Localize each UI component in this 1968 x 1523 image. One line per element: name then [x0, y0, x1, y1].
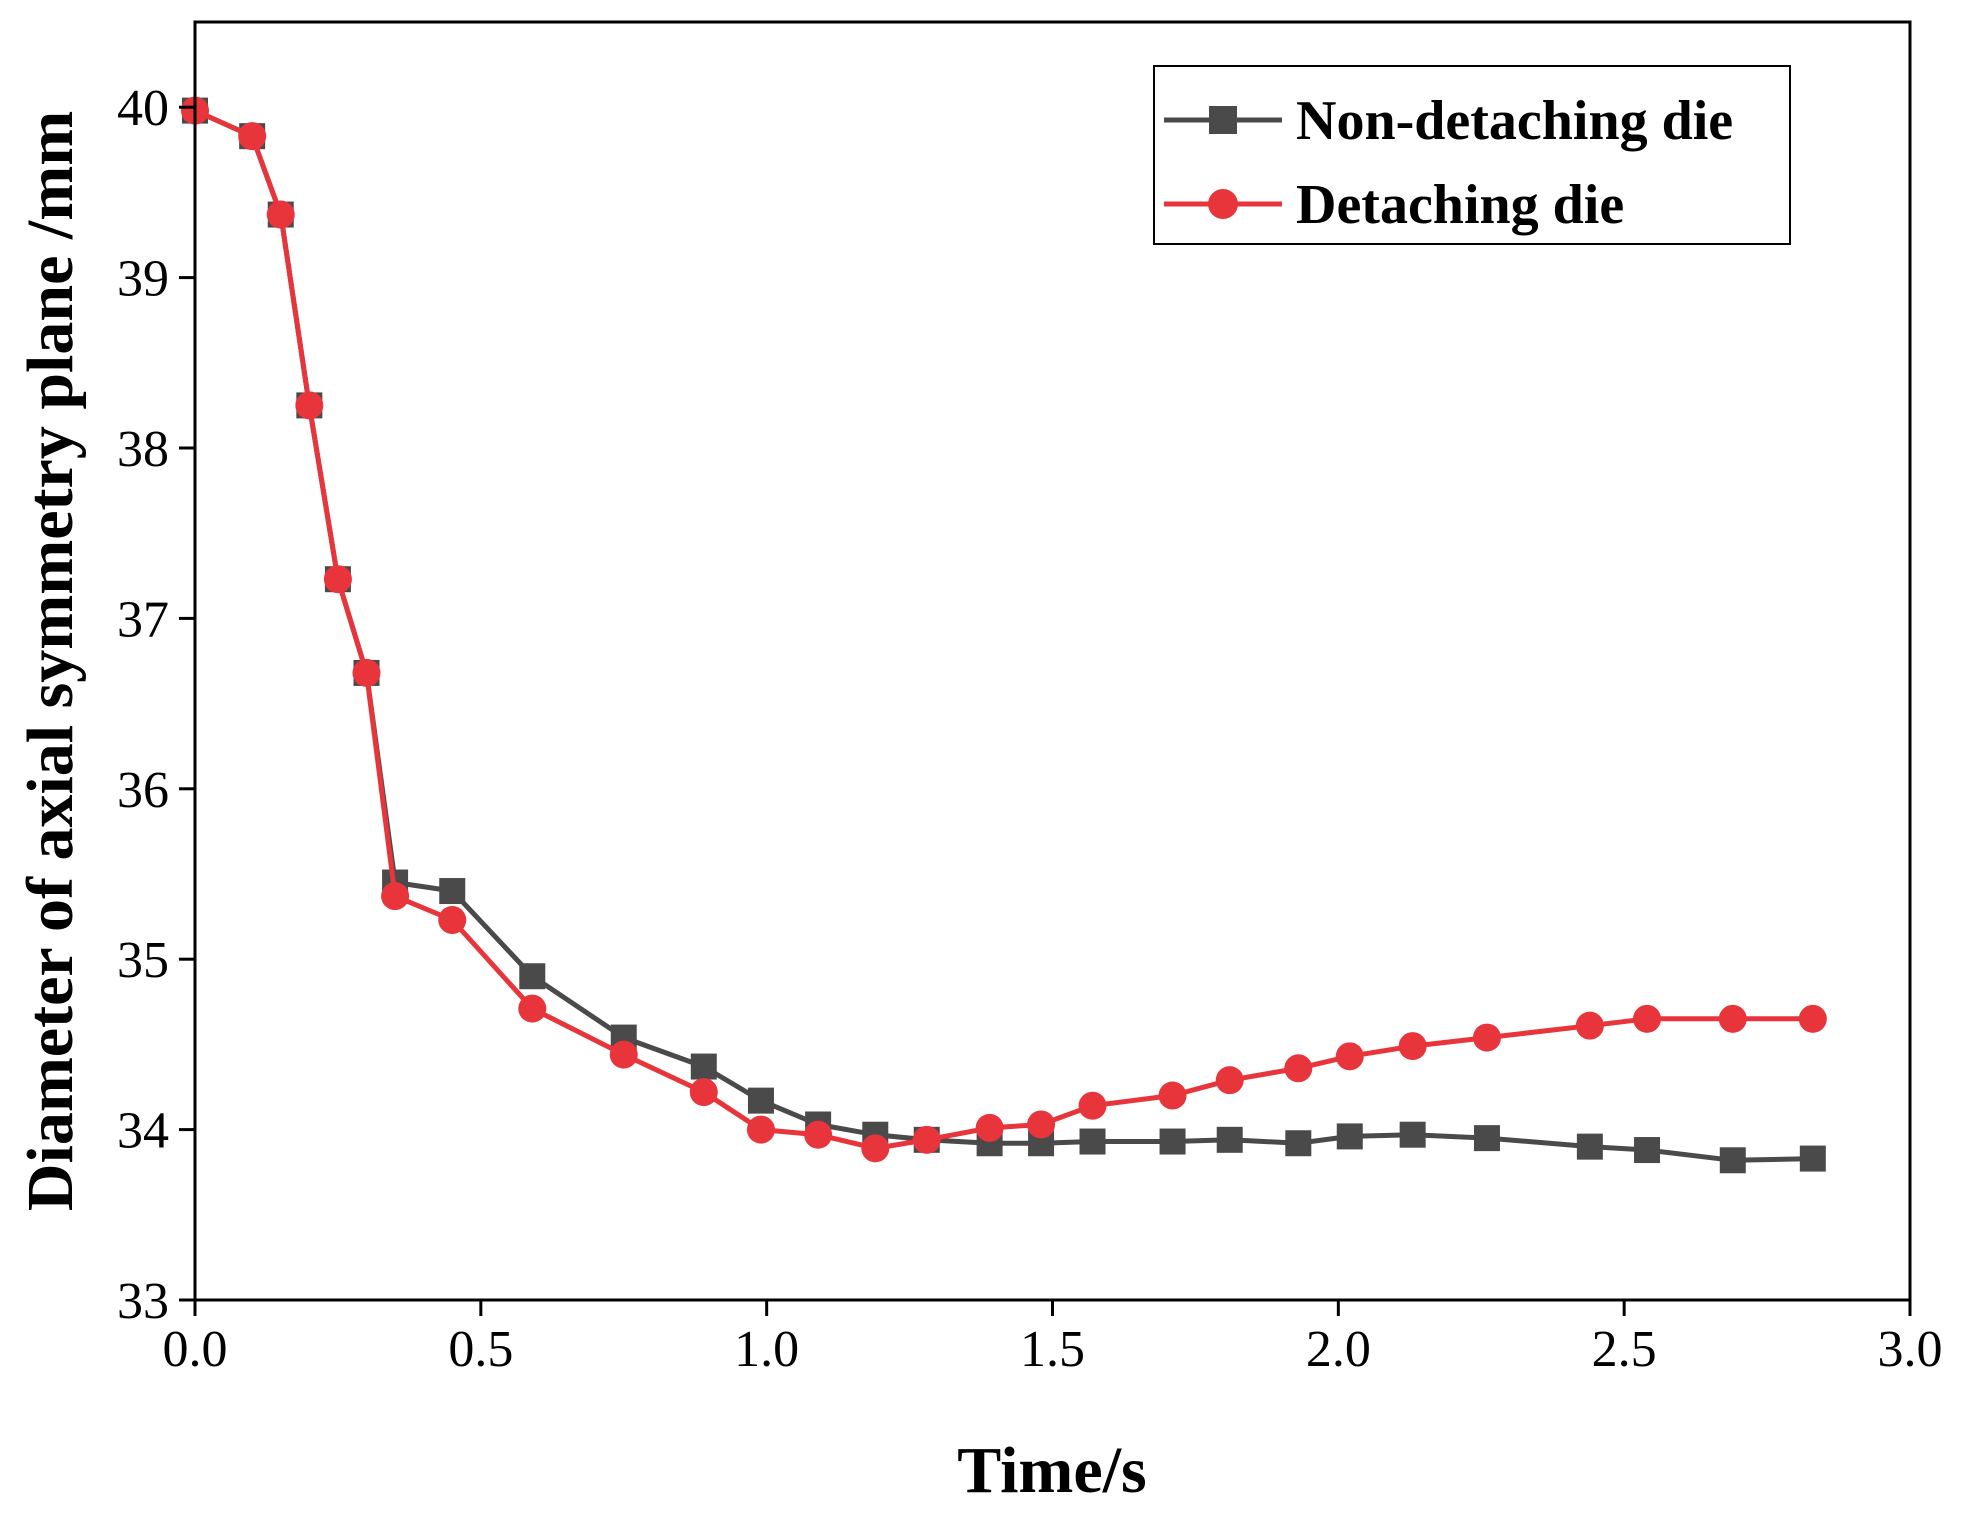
data-point-detaching-die	[352, 658, 381, 687]
x-axis-title: Time/s	[957, 1434, 1146, 1507]
y-tick-label: 38	[117, 421, 169, 478]
data-point-detaching-die	[1398, 1032, 1427, 1061]
y-tick-label: 40	[117, 80, 169, 137]
data-point-non-detaching-die	[1399, 1121, 1426, 1148]
data-point-non-detaching-die	[1719, 1147, 1746, 1174]
y-tick-label: 39	[117, 251, 169, 308]
x-tick-label: 3.0	[1878, 1321, 1943, 1378]
series-line-non-detaching-die	[193, 108, 1813, 1163]
legend-box	[1153, 65, 1791, 245]
y-tick-label: 37	[117, 591, 169, 648]
data-point-detaching-die	[1472, 1023, 1501, 1052]
data-point-detaching-die	[689, 1078, 718, 1107]
x-tick-label: 0.0	[163, 1321, 228, 1378]
y-axis: 33 34 35 36 37 38 39 40	[117, 80, 195, 1330]
data-point-detaching-die	[295, 391, 324, 420]
data-point-non-detaching-die	[1079, 1128, 1106, 1155]
data-point-detaching-die	[1798, 1004, 1827, 1033]
y-tick-label: 36	[117, 762, 169, 819]
data-point-detaching-die	[266, 200, 295, 229]
data-point-detaching-die	[438, 906, 467, 935]
x-tick-label: 2.5	[1592, 1321, 1657, 1378]
legend-marker-detaching-die	[1208, 189, 1238, 219]
series-line-detaching-die	[193, 108, 1813, 1151]
data-point-detaching-die	[1633, 1004, 1662, 1033]
data-point-detaching-die	[746, 1115, 775, 1144]
data-point-detaching-die	[238, 122, 267, 151]
legend-label-detaching-die: Detaching die	[1296, 174, 1624, 236]
data-point-detaching-die	[1027, 1110, 1056, 1139]
y-axis-title: Diameter of axial symmetry plane /mm	[14, 111, 87, 1211]
data-point-non-detaching-die	[1216, 1126, 1243, 1153]
data-point-detaching-die	[1215, 1066, 1244, 1095]
y-tick-label: 34	[117, 1103, 169, 1160]
x-tick-label: 0.5	[448, 1321, 513, 1378]
data-point-non-detaching-die	[1336, 1123, 1363, 1150]
x-axis: 0.0 0.5 1.0 1.5 2.0 2.5 3.0	[163, 1300, 1943, 1378]
data-point-detaching-die	[1575, 1011, 1604, 1040]
data-point-non-detaching-die	[747, 1087, 774, 1114]
data-point-non-detaching-die	[439, 878, 466, 905]
x-tick-label: 1.5	[1020, 1321, 1085, 1378]
data-point-non-detaching-die	[519, 963, 546, 990]
data-point-non-detaching-die	[1634, 1137, 1661, 1164]
legend-marker-non-detaching-die	[1209, 106, 1237, 134]
data-point-detaching-die	[381, 882, 410, 911]
x-tick-label: 1.0	[734, 1321, 799, 1378]
x-tick-label: 2.0	[1306, 1321, 1371, 1378]
data-point-detaching-die	[1335, 1042, 1364, 1071]
data-point-detaching-die	[1718, 1004, 1747, 1033]
data-point-detaching-die	[323, 565, 352, 594]
data-point-detaching-die	[518, 994, 547, 1023]
data-point-non-detaching-die	[690, 1053, 717, 1080]
legend: Non-detaching die Detaching die	[1153, 65, 1791, 245]
data-point-detaching-die	[804, 1120, 833, 1149]
data-point-detaching-die	[609, 1040, 638, 1069]
data-point-non-detaching-die	[1576, 1133, 1603, 1160]
data-point-detaching-die	[912, 1125, 941, 1154]
legend-label-non-detaching-die: Non-detaching die	[1296, 90, 1733, 152]
data-point-detaching-die	[975, 1113, 1004, 1142]
data-point-non-detaching-die	[1473, 1125, 1500, 1152]
y-tick-label: 35	[117, 932, 169, 989]
data-point-detaching-die	[1078, 1091, 1107, 1120]
data-point-detaching-die	[1284, 1054, 1313, 1083]
data-point-detaching-die	[861, 1134, 890, 1163]
plot-marks	[181, 96, 1827, 1174]
data-point-non-detaching-die	[1159, 1128, 1186, 1155]
y-tick-label: 33	[117, 1273, 169, 1330]
data-point-detaching-die	[1158, 1081, 1187, 1110]
data-point-non-detaching-die	[1799, 1145, 1826, 1172]
data-point-non-detaching-die	[1285, 1130, 1312, 1157]
